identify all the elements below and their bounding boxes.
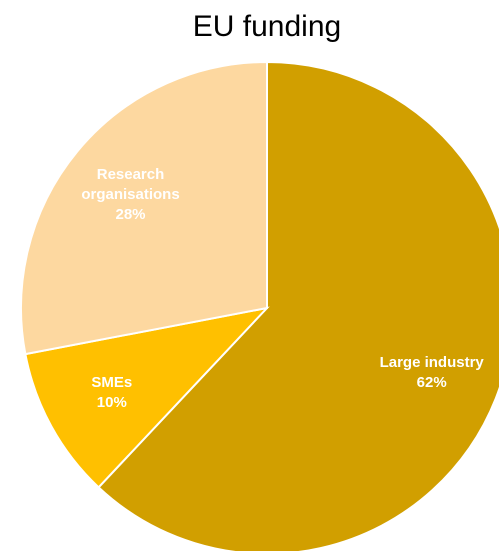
slice-label: SMEs 10% — [42, 373, 182, 413]
category-label: Large industry — [379, 354, 484, 372]
pie-slice — [24, 306, 270, 489]
slice-label: Large industry 62% — [362, 353, 499, 393]
category-label: Research organisations — [81, 166, 180, 204]
chart-title: EU funding — [192, 10, 342, 43]
value-label: 10% — [96, 394, 127, 412]
category-label: SMEs — [91, 374, 133, 392]
value-label: 28% — [115, 206, 146, 224]
pie-slice — [20, 60, 268, 356]
pie-slice — [97, 60, 499, 551]
slice-label: Research organisations 28% — [61, 165, 201, 225]
value-label: 62% — [416, 374, 447, 392]
